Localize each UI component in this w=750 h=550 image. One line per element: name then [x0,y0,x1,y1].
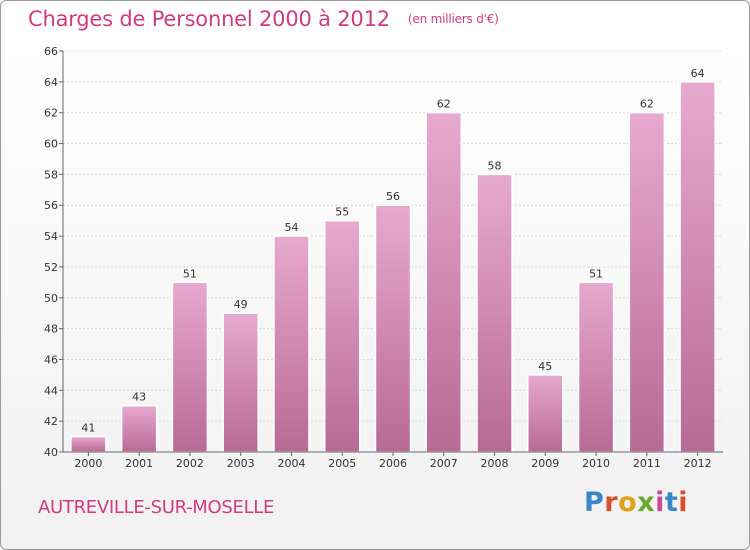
logo-letter: x [637,487,656,518]
data-label: 62 [640,98,654,111]
data-label: 51 [589,267,603,280]
y-tick-label: 50 [44,292,58,305]
x-tick-label: 2000 [74,457,102,470]
bar [120,404,158,453]
bar [70,435,107,453]
bar [628,111,666,453]
y-tick-label: 48 [44,323,58,336]
chart-subtitle: (en milliers d'€) [407,12,499,26]
x-tick-label: 2005 [328,457,356,470]
data-label: 41 [81,422,95,435]
bar [374,204,412,453]
x-tick-label: 2008 [481,457,509,470]
bar [222,312,259,453]
logo-letter: P [584,487,605,518]
logo-letter: o [618,487,638,518]
location-name: AUTREVILLE-SUR-MOSELLE [38,497,275,518]
y-tick-label: 60 [44,138,58,151]
bar [679,81,716,453]
data-label: 55 [335,206,349,219]
bar [273,235,310,453]
bar [476,173,513,453]
y-tick-label: 64 [44,76,58,89]
y-tick-label: 66 [44,45,58,58]
logo-letter: i [655,487,665,518]
data-label: 64 [691,67,705,80]
x-tick-label: 2009 [531,457,559,470]
x-tick-label: 2006 [379,457,407,470]
bar [171,281,209,453]
y-tick-label: 44 [44,384,58,397]
y-tick-label: 52 [44,261,58,274]
x-tick-label: 2007 [430,457,458,470]
y-tick-label: 46 [44,353,58,366]
data-label: 45 [538,360,552,373]
y-tick-label: 62 [44,107,58,120]
data-label: 62 [437,98,451,111]
bar [527,374,564,453]
y-tick-label: 42 [44,415,58,428]
data-label: 58 [488,159,502,172]
logo-letter: r [604,487,619,518]
y-tick-label: 56 [44,199,58,212]
y-tick-label: 58 [44,168,58,181]
bars [70,81,716,453]
x-tick-label: 2002 [176,457,204,470]
x-tick-label: 2004 [277,457,305,470]
data-label: 56 [386,190,400,203]
chart-title-text: Charges de Personnel 2000 à 2012 [28,7,390,31]
x-tick-label: 2001 [125,457,153,470]
data-label: 43 [132,391,146,404]
x-tick-label: 2012 [684,457,712,470]
bar [323,219,361,453]
bar [425,111,463,453]
data-label: 54 [284,221,298,234]
x-tick-label: 2010 [582,457,610,470]
bar [577,281,615,453]
data-labels: 41 43 51 49 54 55 56 62 58 45 51 62 64 [81,67,704,435]
logo-letter: t [664,487,679,518]
x-tick-label: 2003 [227,457,255,470]
chart-title: Charges de Personnel 2000 à 2012 (en mill… [28,7,499,31]
logo-letter: i [678,487,689,518]
x-tick-label: 2011 [633,457,661,470]
y-tick-label: 40 [44,446,58,459]
data-label: 51 [183,267,197,280]
data-label: 49 [234,298,248,311]
axes: 40 42 44 46 48 50 52 54 56 58 60 62 64 66 2000 2001 2002… [44,45,723,470]
proxiti-logo[interactable]: Proxiti [584,487,688,518]
y-tick-label: 54 [44,230,58,243]
